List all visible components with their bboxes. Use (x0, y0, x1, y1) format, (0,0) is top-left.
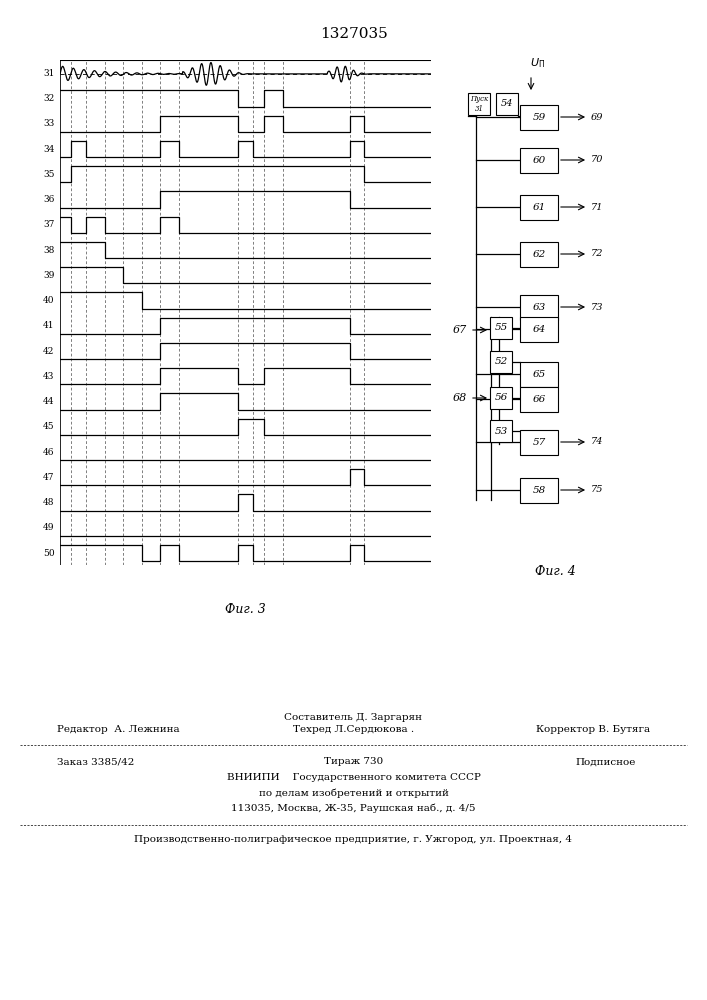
Text: 50: 50 (43, 549, 54, 558)
Bar (496, 93, 518, 115)
Text: $U_\Pi$: $U_\Pi$ (530, 56, 545, 70)
Text: Производственно-полиграфическое предприятие, г. Ужгород, ул. Проектная, 4: Производственно-полиграфическое предприя… (134, 835, 573, 844)
Text: 38: 38 (43, 246, 54, 255)
Text: 53: 53 (494, 426, 508, 436)
Text: 35: 35 (43, 170, 54, 179)
Text: 73: 73 (591, 302, 604, 312)
Text: 31: 31 (43, 69, 54, 78)
Text: 54: 54 (501, 100, 513, 108)
Text: 39: 39 (43, 271, 54, 280)
Text: Корректор В. Бутяга: Корректор В. Бутяга (537, 726, 650, 734)
Text: 52: 52 (494, 358, 508, 366)
Text: 64: 64 (532, 325, 546, 334)
Bar (520, 362, 558, 387)
Text: 33: 33 (43, 119, 54, 128)
Text: 55: 55 (494, 324, 508, 332)
Text: 48: 48 (43, 498, 54, 507)
Bar (490, 351, 512, 373)
Text: Фиг. 4: Фиг. 4 (534, 565, 575, 578)
Text: 46: 46 (43, 448, 54, 457)
Text: 56: 56 (494, 393, 508, 402)
Text: 42: 42 (43, 347, 54, 356)
Text: по делам изобретений и открытий: по делам изобретений и открытий (259, 788, 448, 798)
Text: ВНИИПИ    Государственного комитета СССР: ВНИИПИ Государственного комитета СССР (226, 774, 481, 782)
Text: 70: 70 (591, 155, 604, 164)
Text: 60: 60 (532, 156, 546, 165)
Text: 58: 58 (532, 486, 546, 495)
Text: 43: 43 (43, 372, 54, 381)
Bar (468, 93, 490, 115)
Bar (520, 430, 558, 455)
Text: Подписное: Подписное (576, 758, 636, 766)
Bar (520, 317, 558, 342)
Text: 45: 45 (43, 422, 54, 431)
Text: 59: 59 (532, 113, 546, 122)
Text: 34: 34 (43, 145, 54, 154)
Text: Заказ 3385/42: Заказ 3385/42 (57, 758, 134, 766)
Text: Фиг. 3: Фиг. 3 (226, 603, 266, 616)
Text: 41: 41 (43, 321, 54, 330)
Text: Составитель Д. Заргарян: Составитель Д. Заргарян (284, 714, 423, 722)
Text: Техред Л.Сердюкова .: Техред Л.Сердюкова . (293, 726, 414, 734)
Bar (520, 105, 558, 130)
Text: Пуск
31: Пуск 31 (470, 95, 488, 113)
Text: 61: 61 (532, 203, 546, 212)
Text: 37: 37 (43, 220, 54, 229)
Text: 65: 65 (532, 370, 546, 379)
Text: Тираж 730: Тираж 730 (324, 758, 383, 766)
Text: 74: 74 (591, 438, 604, 446)
Text: 57: 57 (532, 438, 546, 447)
Text: 71: 71 (591, 202, 604, 212)
Text: 1327035: 1327035 (320, 27, 387, 41)
Text: 44: 44 (43, 397, 54, 406)
Bar (490, 420, 512, 442)
Bar (520, 242, 558, 267)
Bar (520, 148, 558, 173)
Text: 36: 36 (43, 195, 54, 204)
Text: 113035, Москва, Ж-35, Раушская наб., д. 4/5: 113035, Москва, Ж-35, Раушская наб., д. … (231, 803, 476, 813)
Bar (520, 387, 558, 412)
Text: 47: 47 (43, 473, 54, 482)
Text: 69: 69 (591, 112, 604, 121)
Text: 49: 49 (43, 523, 54, 532)
Bar (490, 387, 512, 409)
Text: 62: 62 (532, 250, 546, 259)
Text: 68: 68 (452, 393, 467, 403)
Text: 75: 75 (591, 486, 604, 494)
Bar (520, 295, 558, 320)
Bar (520, 195, 558, 220)
Text: 66: 66 (532, 395, 546, 404)
Text: 63: 63 (532, 303, 546, 312)
Text: 40: 40 (43, 296, 54, 305)
Bar (520, 478, 558, 503)
Bar (490, 317, 512, 339)
Text: 32: 32 (43, 94, 54, 103)
Text: Редактор  А. Лежнина: Редактор А. Лежнина (57, 726, 179, 734)
Text: 72: 72 (591, 249, 604, 258)
Text: 67: 67 (452, 325, 467, 335)
